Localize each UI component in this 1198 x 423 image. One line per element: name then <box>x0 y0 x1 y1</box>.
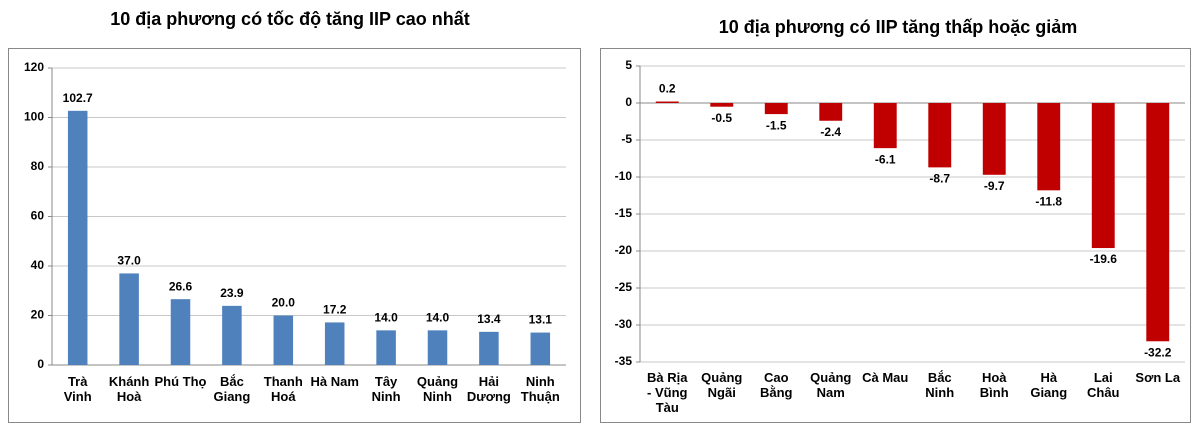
data-label: 13.4 <box>477 312 501 326</box>
y-tick-label: 20 <box>31 308 45 322</box>
data-label: -6.1 <box>875 152 896 166</box>
bar <box>67 110 88 365</box>
bar <box>119 273 139 365</box>
y-tick-label: 0 <box>625 95 632 109</box>
bar <box>764 103 788 115</box>
x-tick-label: Tây Ninh <box>372 374 401 404</box>
x-tick-label: Bắc Ninh <box>925 370 954 400</box>
bar <box>982 103 1006 175</box>
x-tick-label: Hà Nam <box>310 374 358 389</box>
x-tick-label: Trà Vinh <box>64 374 92 404</box>
y-tick-label: -5 <box>621 132 632 146</box>
x-tick-label: Bà Rịa - Vũng Tàu <box>647 370 688 415</box>
data-label: 0.2 <box>659 82 676 96</box>
bar <box>873 103 897 149</box>
data-label: -0.5 <box>711 111 732 125</box>
x-tick-label: Lai Châu <box>1087 370 1120 400</box>
bar <box>273 315 294 365</box>
bar <box>376 330 396 365</box>
bar <box>530 332 551 365</box>
bar <box>928 103 952 168</box>
data-label: 37.0 <box>117 254 141 268</box>
data-label: -2.4 <box>820 125 841 139</box>
bar <box>710 103 734 107</box>
y-tick-label: -20 <box>615 243 633 257</box>
data-label: -19.6 <box>1090 252 1118 266</box>
bar <box>479 331 499 365</box>
x-tick-label: Thanh Hoá <box>264 374 303 404</box>
bar <box>655 101 679 103</box>
y-tick-label: 80 <box>31 159 45 173</box>
y-tick-label: 100 <box>24 110 44 124</box>
y-tick-label: 0 <box>37 357 44 371</box>
chart-title: 10 địa phương có IIP tăng thấp hoặc giảm <box>719 17 1078 37</box>
data-label: 23.9 <box>220 286 244 300</box>
bar <box>1037 103 1061 191</box>
y-tick-label: -30 <box>615 317 633 331</box>
chart-title: 10 địa phương có tốc độ tăng IIP cao nhấ… <box>110 9 470 29</box>
y-tick-label: 5 <box>625 58 632 72</box>
x-tick-label: Bắc Giang <box>213 374 250 404</box>
data-label: 26.6 <box>169 279 193 293</box>
x-tick-label: Khánh Hoà <box>109 374 150 404</box>
data-label: -1.5 <box>766 118 787 132</box>
y-tick-label: -15 <box>615 206 633 220</box>
bar <box>1146 103 1170 342</box>
data-label: -11.8 <box>1035 194 1062 208</box>
data-label: -32.2 <box>1144 345 1172 359</box>
x-tick-label: Hải Dương <box>467 374 511 404</box>
data-label: -8.7 <box>929 172 950 186</box>
y-tick-label: 40 <box>31 258 45 272</box>
data-label: 13.1 <box>529 313 553 327</box>
bar <box>1091 103 1115 249</box>
y-tick-label: -10 <box>615 169 633 183</box>
y-tick-label: -35 <box>615 354 633 368</box>
x-tick-label: Phú Thọ <box>155 374 207 389</box>
x-tick-label: Ninh Thuận <box>521 374 560 404</box>
x-tick-label: Quảng Ngãi <box>701 370 742 400</box>
y-tick-label: 120 <box>24 60 44 74</box>
bar <box>222 305 242 365</box>
x-tick-label: Hà Giang <box>1030 370 1067 400</box>
data-label: 102.7 <box>63 91 93 105</box>
bar <box>324 322 345 365</box>
panel-frame <box>8 48 581 423</box>
data-label: 20.0 <box>272 296 296 310</box>
data-label: 14.0 <box>374 311 398 325</box>
x-tick-label: Hoà Bình <box>980 370 1009 400</box>
data-label: 17.2 <box>323 303 347 317</box>
x-tick-label: Cao Bằng <box>760 370 793 400</box>
x-tick-label: Cà Mau <box>862 370 908 385</box>
bar <box>170 299 191 365</box>
bar <box>819 103 843 121</box>
data-label: 14.0 <box>426 311 450 325</box>
x-tick-label: Quảng Nam <box>810 370 851 400</box>
x-tick-label: Quảng Ninh <box>417 374 458 404</box>
data-label: -9.7 <box>984 179 1005 193</box>
y-tick-label: 60 <box>31 209 45 223</box>
y-tick-label: -25 <box>615 280 633 294</box>
bar <box>427 330 448 365</box>
x-tick-label: Sơn La <box>1135 370 1180 385</box>
